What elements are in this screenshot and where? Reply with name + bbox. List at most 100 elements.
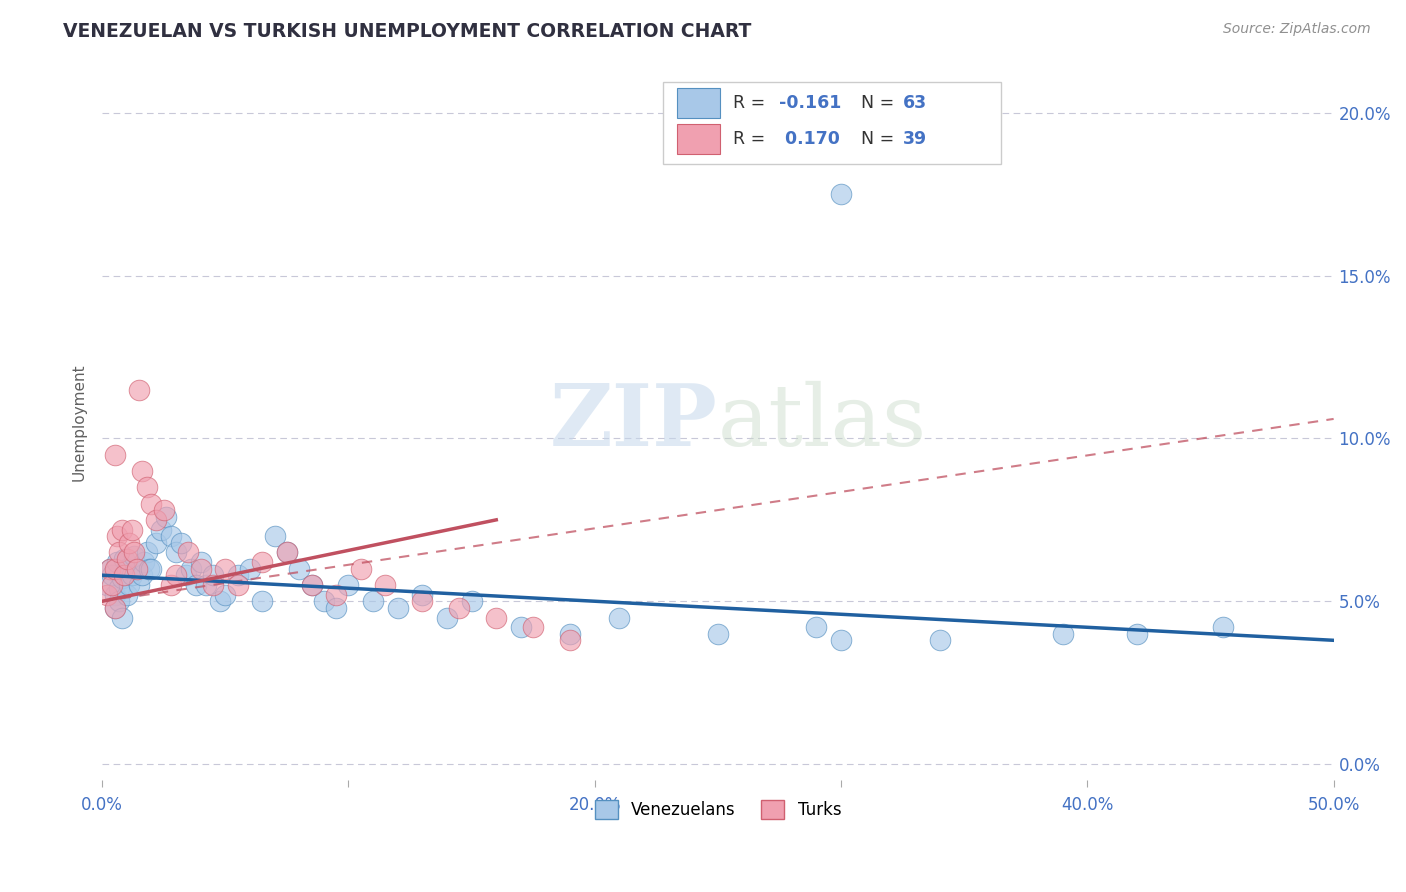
- FancyBboxPatch shape: [678, 124, 720, 154]
- FancyBboxPatch shape: [678, 88, 720, 119]
- Point: [122, 549, 145, 563]
- Point: [122, 545, 145, 559]
- Point: [174, 568, 197, 582]
- Point: [239, 562, 262, 576]
- FancyBboxPatch shape: [662, 82, 1001, 164]
- Text: VENEZUELAN VS TURKISH UNEMPLOYMENT CORRELATION CHART: VENEZUELAN VS TURKISH UNEMPLOYMENT CORRE…: [63, 22, 752, 41]
- Point: [460, 594, 482, 608]
- Point: [226, 568, 249, 582]
- Point: [928, 633, 950, 648]
- Text: 0.170: 0.170: [779, 130, 841, 148]
- Point: [131, 568, 153, 582]
- Point: [152, 503, 174, 517]
- Point: [121, 523, 143, 537]
- Point: [1052, 627, 1074, 641]
- Point: [103, 600, 125, 615]
- Point: [96, 588, 118, 602]
- Point: [160, 529, 183, 543]
- Point: [138, 562, 160, 576]
- Point: [177, 545, 200, 559]
- Point: [560, 633, 582, 648]
- Point: [111, 523, 134, 537]
- Point: [301, 578, 323, 592]
- Point: [145, 513, 167, 527]
- Point: [609, 610, 631, 624]
- Point: [165, 568, 187, 582]
- Point: [226, 578, 249, 592]
- Point: [411, 594, 433, 608]
- Point: [301, 578, 323, 592]
- Point: [312, 594, 335, 608]
- Point: [108, 581, 131, 595]
- Point: [112, 568, 135, 582]
- Point: [131, 464, 153, 478]
- Point: [103, 600, 125, 615]
- Text: atlas: atlas: [718, 381, 927, 464]
- Point: [337, 578, 360, 592]
- Point: [509, 620, 531, 634]
- Point: [103, 448, 125, 462]
- Point: [101, 568, 124, 582]
- Point: [111, 610, 134, 624]
- Text: R =: R =: [733, 130, 770, 148]
- Point: [276, 545, 298, 559]
- Text: N =: N =: [849, 130, 900, 148]
- Point: [252, 594, 274, 608]
- Text: R =: R =: [733, 95, 770, 112]
- Point: [103, 562, 125, 576]
- Legend: Venezuelans, Turks: Venezuelans, Turks: [588, 793, 848, 826]
- Point: [103, 588, 125, 602]
- Point: [252, 555, 274, 569]
- Point: [101, 578, 124, 592]
- Point: [118, 578, 141, 592]
- Point: [135, 480, 157, 494]
- Point: [263, 529, 285, 543]
- Point: [214, 588, 236, 602]
- Point: [115, 588, 138, 602]
- Text: -0.161: -0.161: [779, 95, 842, 112]
- Point: [387, 600, 409, 615]
- Point: [830, 633, 852, 648]
- Text: Source: ZipAtlas.com: Source: ZipAtlas.com: [1223, 22, 1371, 37]
- Point: [170, 535, 193, 549]
- Text: N =: N =: [849, 95, 900, 112]
- Text: 63: 63: [903, 95, 927, 112]
- Point: [350, 562, 373, 576]
- Point: [132, 555, 155, 569]
- Point: [141, 497, 163, 511]
- Point: [374, 578, 396, 592]
- Point: [325, 588, 347, 602]
- Point: [155, 509, 177, 524]
- Point: [209, 594, 232, 608]
- Point: [105, 529, 128, 543]
- Point: [115, 562, 138, 576]
- Point: [202, 578, 225, 592]
- Text: ZIP: ZIP: [550, 380, 718, 464]
- Point: [108, 545, 131, 559]
- Point: [411, 588, 433, 602]
- Point: [1125, 627, 1147, 641]
- Point: [118, 535, 141, 549]
- Point: [111, 571, 134, 585]
- Point: [180, 562, 202, 576]
- Point: [325, 600, 347, 615]
- Point: [108, 594, 131, 608]
- Point: [485, 610, 508, 624]
- Point: [190, 555, 212, 569]
- Point: [288, 562, 311, 576]
- Point: [98, 562, 121, 576]
- Point: [202, 568, 225, 582]
- Point: [165, 545, 187, 559]
- Point: [184, 578, 207, 592]
- Point: [128, 578, 150, 592]
- Point: [449, 600, 471, 615]
- Text: 39: 39: [903, 130, 927, 148]
- Point: [194, 578, 217, 592]
- Point: [361, 594, 384, 608]
- Point: [135, 545, 157, 559]
- Point: [96, 578, 118, 592]
- Point: [125, 562, 148, 576]
- Point: [190, 562, 212, 576]
- Point: [115, 552, 138, 566]
- Point: [806, 620, 828, 634]
